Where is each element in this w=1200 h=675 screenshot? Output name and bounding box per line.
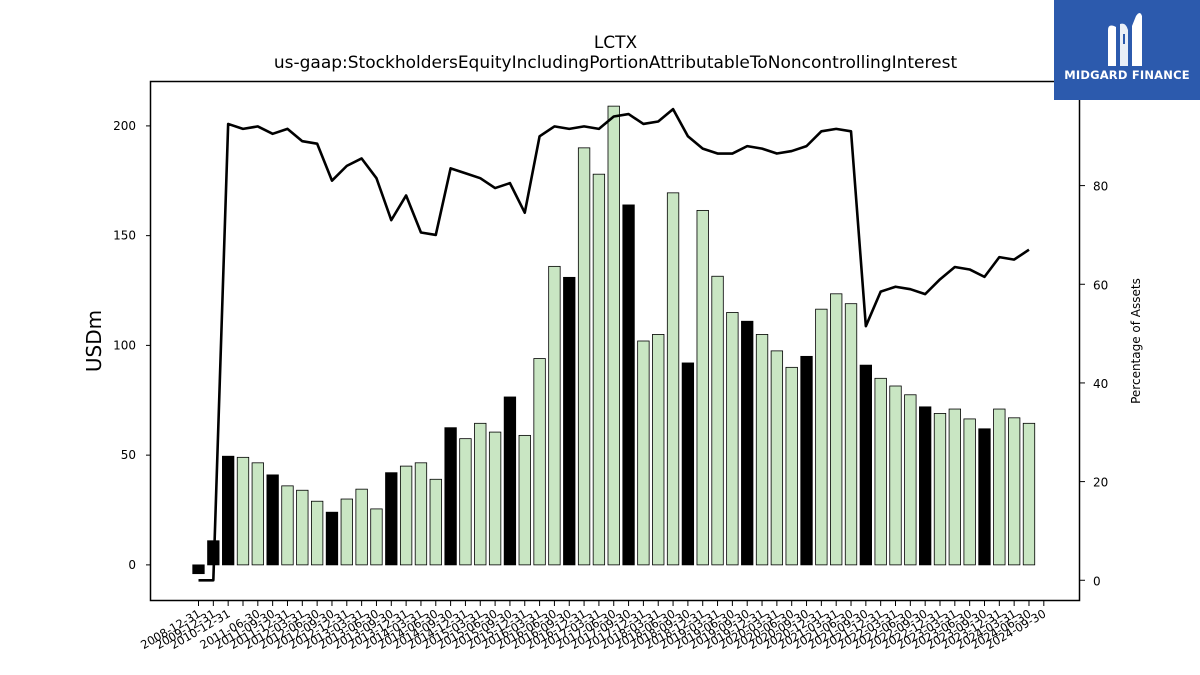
bar xyxy=(503,396,517,566)
bar xyxy=(310,500,324,566)
bar xyxy=(444,427,457,566)
y2-tick-label: 20 xyxy=(1093,476,1108,490)
bar xyxy=(266,474,279,566)
brand-logo: MIDGARD FINANCE xyxy=(1054,0,1200,100)
bar xyxy=(755,334,769,566)
y-axis-label: USDm xyxy=(82,310,106,372)
bar xyxy=(592,173,606,566)
x-axis: 2008-12-312009-12-312010-12-312011-06-30… xyxy=(138,601,1048,652)
bar xyxy=(696,209,709,566)
y-tick-label: 150 xyxy=(113,229,136,243)
bar xyxy=(385,472,398,566)
bar xyxy=(474,422,487,566)
bar xyxy=(577,147,591,566)
bar xyxy=(711,275,724,566)
bar xyxy=(222,455,235,566)
bar xyxy=(800,355,813,566)
y-tick-label: 100 xyxy=(113,338,136,352)
bar xyxy=(666,192,680,566)
bar xyxy=(281,485,294,566)
percentage-line xyxy=(198,107,1030,582)
bar xyxy=(919,406,932,566)
bar xyxy=(933,413,947,566)
chart-subtitle: us-gaap:StockholdersEquityIncludingPorti… xyxy=(274,53,958,73)
y-tick-label: 50 xyxy=(121,448,136,462)
bar xyxy=(399,465,413,566)
bar xyxy=(741,320,754,566)
bar xyxy=(637,340,650,566)
bar xyxy=(296,489,309,566)
bar xyxy=(563,276,576,566)
bar xyxy=(370,508,383,566)
y-tick-label: 200 xyxy=(113,119,136,133)
bar xyxy=(681,362,695,566)
y2-tick-label: 60 xyxy=(1093,278,1108,292)
y2-tick-label: 80 xyxy=(1093,180,1108,194)
logo-text: MIDGARD FINANCE xyxy=(1064,68,1190,82)
bar xyxy=(414,462,428,566)
chart-title: LCTX xyxy=(594,33,638,53)
y2-tick-label: 40 xyxy=(1093,377,1108,391)
bar xyxy=(459,438,472,566)
bar xyxy=(533,358,546,566)
bar xyxy=(607,105,620,566)
bar xyxy=(1008,417,1021,566)
bar xyxy=(548,265,561,566)
bar xyxy=(874,377,887,566)
bar xyxy=(325,511,339,566)
logo-mark-icon xyxy=(1108,13,1142,67)
y-axis-right: 0 20 40 60 80 xyxy=(1080,180,1108,588)
bar xyxy=(1022,422,1036,566)
bar xyxy=(830,293,843,566)
bar xyxy=(355,488,368,566)
bar xyxy=(251,462,264,566)
y-axis-left: 0 50 100 150 200 xyxy=(113,119,151,572)
bar xyxy=(844,303,858,566)
line-series xyxy=(198,107,1030,582)
y2-tick-label: 0 xyxy=(1093,574,1101,588)
bar xyxy=(963,418,976,566)
bar xyxy=(993,408,1006,566)
bar xyxy=(859,364,872,566)
bar xyxy=(518,434,531,566)
bar-series xyxy=(192,105,1036,575)
bar xyxy=(948,408,961,566)
bar xyxy=(978,428,991,566)
bar xyxy=(785,366,798,566)
bar xyxy=(429,478,442,566)
bar xyxy=(488,431,502,566)
bar xyxy=(815,308,828,566)
bar xyxy=(192,564,205,575)
bar xyxy=(889,385,902,566)
bar xyxy=(622,204,635,566)
bar xyxy=(904,394,917,566)
bar xyxy=(770,350,784,566)
y2-axis-label: Percentage of Assets xyxy=(1129,278,1143,404)
y-tick-label: 0 xyxy=(128,558,136,572)
plot-frame xyxy=(149,80,1081,602)
bar xyxy=(236,456,250,566)
bar xyxy=(652,334,665,566)
bar xyxy=(726,312,739,566)
bar xyxy=(340,498,353,566)
